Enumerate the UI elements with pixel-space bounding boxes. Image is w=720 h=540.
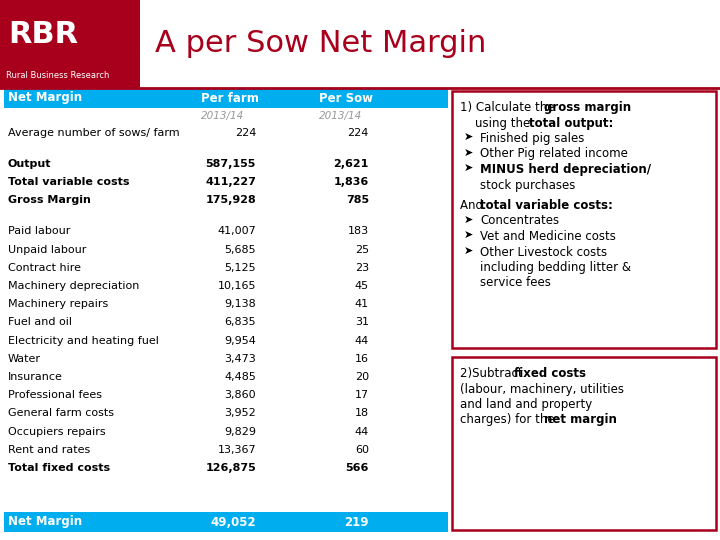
Text: (labour, machinery, utilities: (labour, machinery, utilities: [460, 382, 624, 395]
Text: 41,007: 41,007: [217, 226, 256, 237]
Text: 10,165: 10,165: [217, 281, 256, 291]
Text: fixed costs: fixed costs: [514, 367, 586, 380]
Text: And: And: [460, 199, 487, 212]
FancyBboxPatch shape: [452, 91, 716, 348]
Text: 1,836: 1,836: [334, 177, 369, 187]
Text: Machinery repairs: Machinery repairs: [8, 299, 108, 309]
Text: 224: 224: [235, 128, 256, 138]
FancyBboxPatch shape: [0, 0, 140, 88]
Text: service fees: service fees: [480, 276, 551, 289]
Text: 9,954: 9,954: [224, 335, 256, 346]
Text: 31: 31: [355, 318, 369, 327]
Text: A per Sow Net Margin: A per Sow Net Margin: [155, 30, 487, 58]
Text: Other Livestock costs: Other Livestock costs: [480, 246, 607, 259]
Text: 3,473: 3,473: [224, 354, 256, 364]
Text: Total variable costs: Total variable costs: [8, 177, 130, 187]
Text: Electricity and heating fuel: Electricity and heating fuel: [8, 335, 159, 346]
Text: Paid labour: Paid labour: [8, 226, 71, 237]
Text: including bedding litter &: including bedding litter &: [480, 261, 631, 274]
Text: Finished pig sales: Finished pig sales: [480, 132, 585, 145]
Text: ➤: ➤: [464, 147, 473, 158]
Text: charges) for the: charges) for the: [460, 414, 559, 427]
Text: 5,125: 5,125: [225, 263, 256, 273]
Text: 45: 45: [355, 281, 369, 291]
Text: 16: 16: [355, 354, 369, 364]
FancyBboxPatch shape: [452, 357, 716, 530]
Text: 44: 44: [355, 335, 369, 346]
Text: 17: 17: [355, 390, 369, 400]
Text: 2,621: 2,621: [333, 159, 369, 169]
Text: 2013/14: 2013/14: [319, 111, 362, 121]
Text: 219: 219: [344, 516, 369, 529]
Text: Average number of sows/ farm: Average number of sows/ farm: [8, 128, 179, 138]
Text: 4,485: 4,485: [224, 372, 256, 382]
Text: gross margin: gross margin: [544, 101, 631, 114]
Text: 566: 566: [346, 463, 369, 473]
Text: 183: 183: [348, 226, 369, 237]
Text: Per Sow: Per Sow: [319, 91, 373, 105]
Text: total output:: total output:: [529, 117, 613, 130]
Text: 5,685: 5,685: [225, 245, 256, 254]
Text: 2)Subtract: 2)Subtract: [460, 367, 526, 380]
Text: 44: 44: [355, 427, 369, 436]
Text: using the: using the: [460, 117, 534, 130]
Text: Rent and rates: Rent and rates: [8, 445, 90, 455]
Text: 785: 785: [346, 195, 369, 205]
Text: Gross Margin: Gross Margin: [8, 195, 91, 205]
Text: 49,052: 49,052: [210, 516, 256, 529]
Text: Occupiers repairs: Occupiers repairs: [8, 427, 106, 436]
Text: Fuel and oil: Fuel and oil: [8, 318, 72, 327]
Text: 60: 60: [355, 445, 369, 455]
Text: Net Margin: Net Margin: [8, 91, 82, 105]
Text: 3,952: 3,952: [224, 408, 256, 418]
Text: Per farm: Per farm: [201, 91, 259, 105]
Text: ➤: ➤: [464, 163, 473, 173]
Text: Rural Business Research: Rural Business Research: [6, 71, 109, 80]
Text: ➤: ➤: [464, 214, 473, 225]
Text: 20: 20: [355, 372, 369, 382]
Text: Output: Output: [8, 159, 52, 169]
Text: total variable costs:: total variable costs:: [480, 199, 613, 212]
Text: 23: 23: [355, 263, 369, 273]
Text: Vet and Medicine costs: Vet and Medicine costs: [480, 230, 616, 243]
Text: Water: Water: [8, 354, 41, 364]
Text: Total fixed costs: Total fixed costs: [8, 463, 110, 473]
Text: Professional fees: Professional fees: [8, 390, 102, 400]
Text: Insurance: Insurance: [8, 372, 63, 382]
Text: 18: 18: [355, 408, 369, 418]
FancyBboxPatch shape: [140, 0, 720, 88]
Text: and land and property: and land and property: [460, 398, 593, 411]
FancyBboxPatch shape: [4, 88, 448, 108]
Text: Contract hire: Contract hire: [8, 263, 81, 273]
Text: 224: 224: [348, 128, 369, 138]
Text: ➤: ➤: [464, 132, 473, 142]
Text: ➤: ➤: [464, 230, 473, 240]
Text: MINUS herd depreciation/: MINUS herd depreciation/: [480, 163, 651, 176]
FancyBboxPatch shape: [4, 512, 448, 532]
Text: 587,155: 587,155: [206, 159, 256, 169]
Text: Net Margin: Net Margin: [8, 516, 82, 529]
Text: ➤: ➤: [464, 246, 473, 255]
Text: net margin: net margin: [544, 414, 617, 427]
Text: Concentrates: Concentrates: [480, 214, 559, 227]
Text: 9,829: 9,829: [224, 427, 256, 436]
Text: 1) Calculate the: 1) Calculate the: [460, 101, 558, 114]
Text: 411,227: 411,227: [205, 177, 256, 187]
Text: 126,875: 126,875: [205, 463, 256, 473]
Text: 3,860: 3,860: [225, 390, 256, 400]
Text: 9,138: 9,138: [224, 299, 256, 309]
Text: Machinery depreciation: Machinery depreciation: [8, 281, 140, 291]
Text: 175,928: 175,928: [205, 195, 256, 205]
Text: stock purchases: stock purchases: [480, 179, 575, 192]
Text: Other Pig related income: Other Pig related income: [480, 147, 628, 160]
Text: Unpaid labour: Unpaid labour: [8, 245, 86, 254]
Text: 2013/14: 2013/14: [201, 111, 244, 121]
Text: 6,835: 6,835: [225, 318, 256, 327]
Text: 41: 41: [355, 299, 369, 309]
Text: General farm costs: General farm costs: [8, 408, 114, 418]
Text: 25: 25: [355, 245, 369, 254]
Text: RBR: RBR: [8, 20, 78, 49]
Text: 13,367: 13,367: [217, 445, 256, 455]
